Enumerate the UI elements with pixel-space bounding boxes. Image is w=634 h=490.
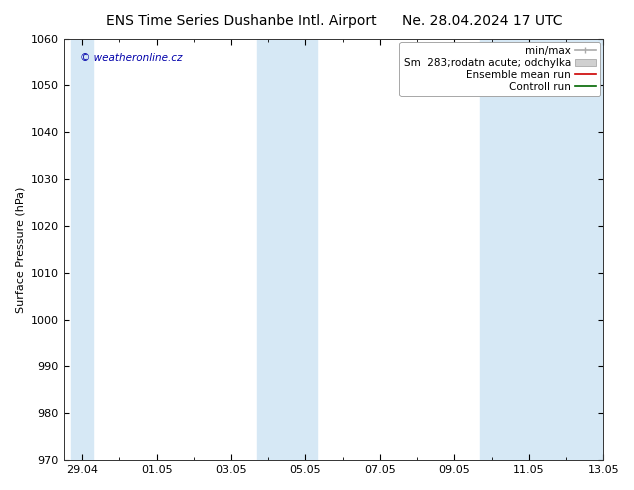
Bar [481, 39, 603, 460]
Text: Ne. 28.04.2024 17 UTC: Ne. 28.04.2024 17 UTC [401, 14, 562, 28]
Bar [257, 39, 316, 460]
Y-axis label: Surface Pressure (hPa): Surface Pressure (hPa) [15, 186, 25, 313]
Bar [71, 39, 93, 460]
Legend: min/max, Sm  283;rodatn acute; odchylka, Ensemble mean run, Controll run: min/max, Sm 283;rodatn acute; odchylka, … [399, 42, 600, 97]
Text: © weatheronline.cz: © weatheronline.cz [80, 53, 182, 63]
Text: ENS Time Series Dushanbe Intl. Airport: ENS Time Series Dushanbe Intl. Airport [106, 14, 376, 28]
